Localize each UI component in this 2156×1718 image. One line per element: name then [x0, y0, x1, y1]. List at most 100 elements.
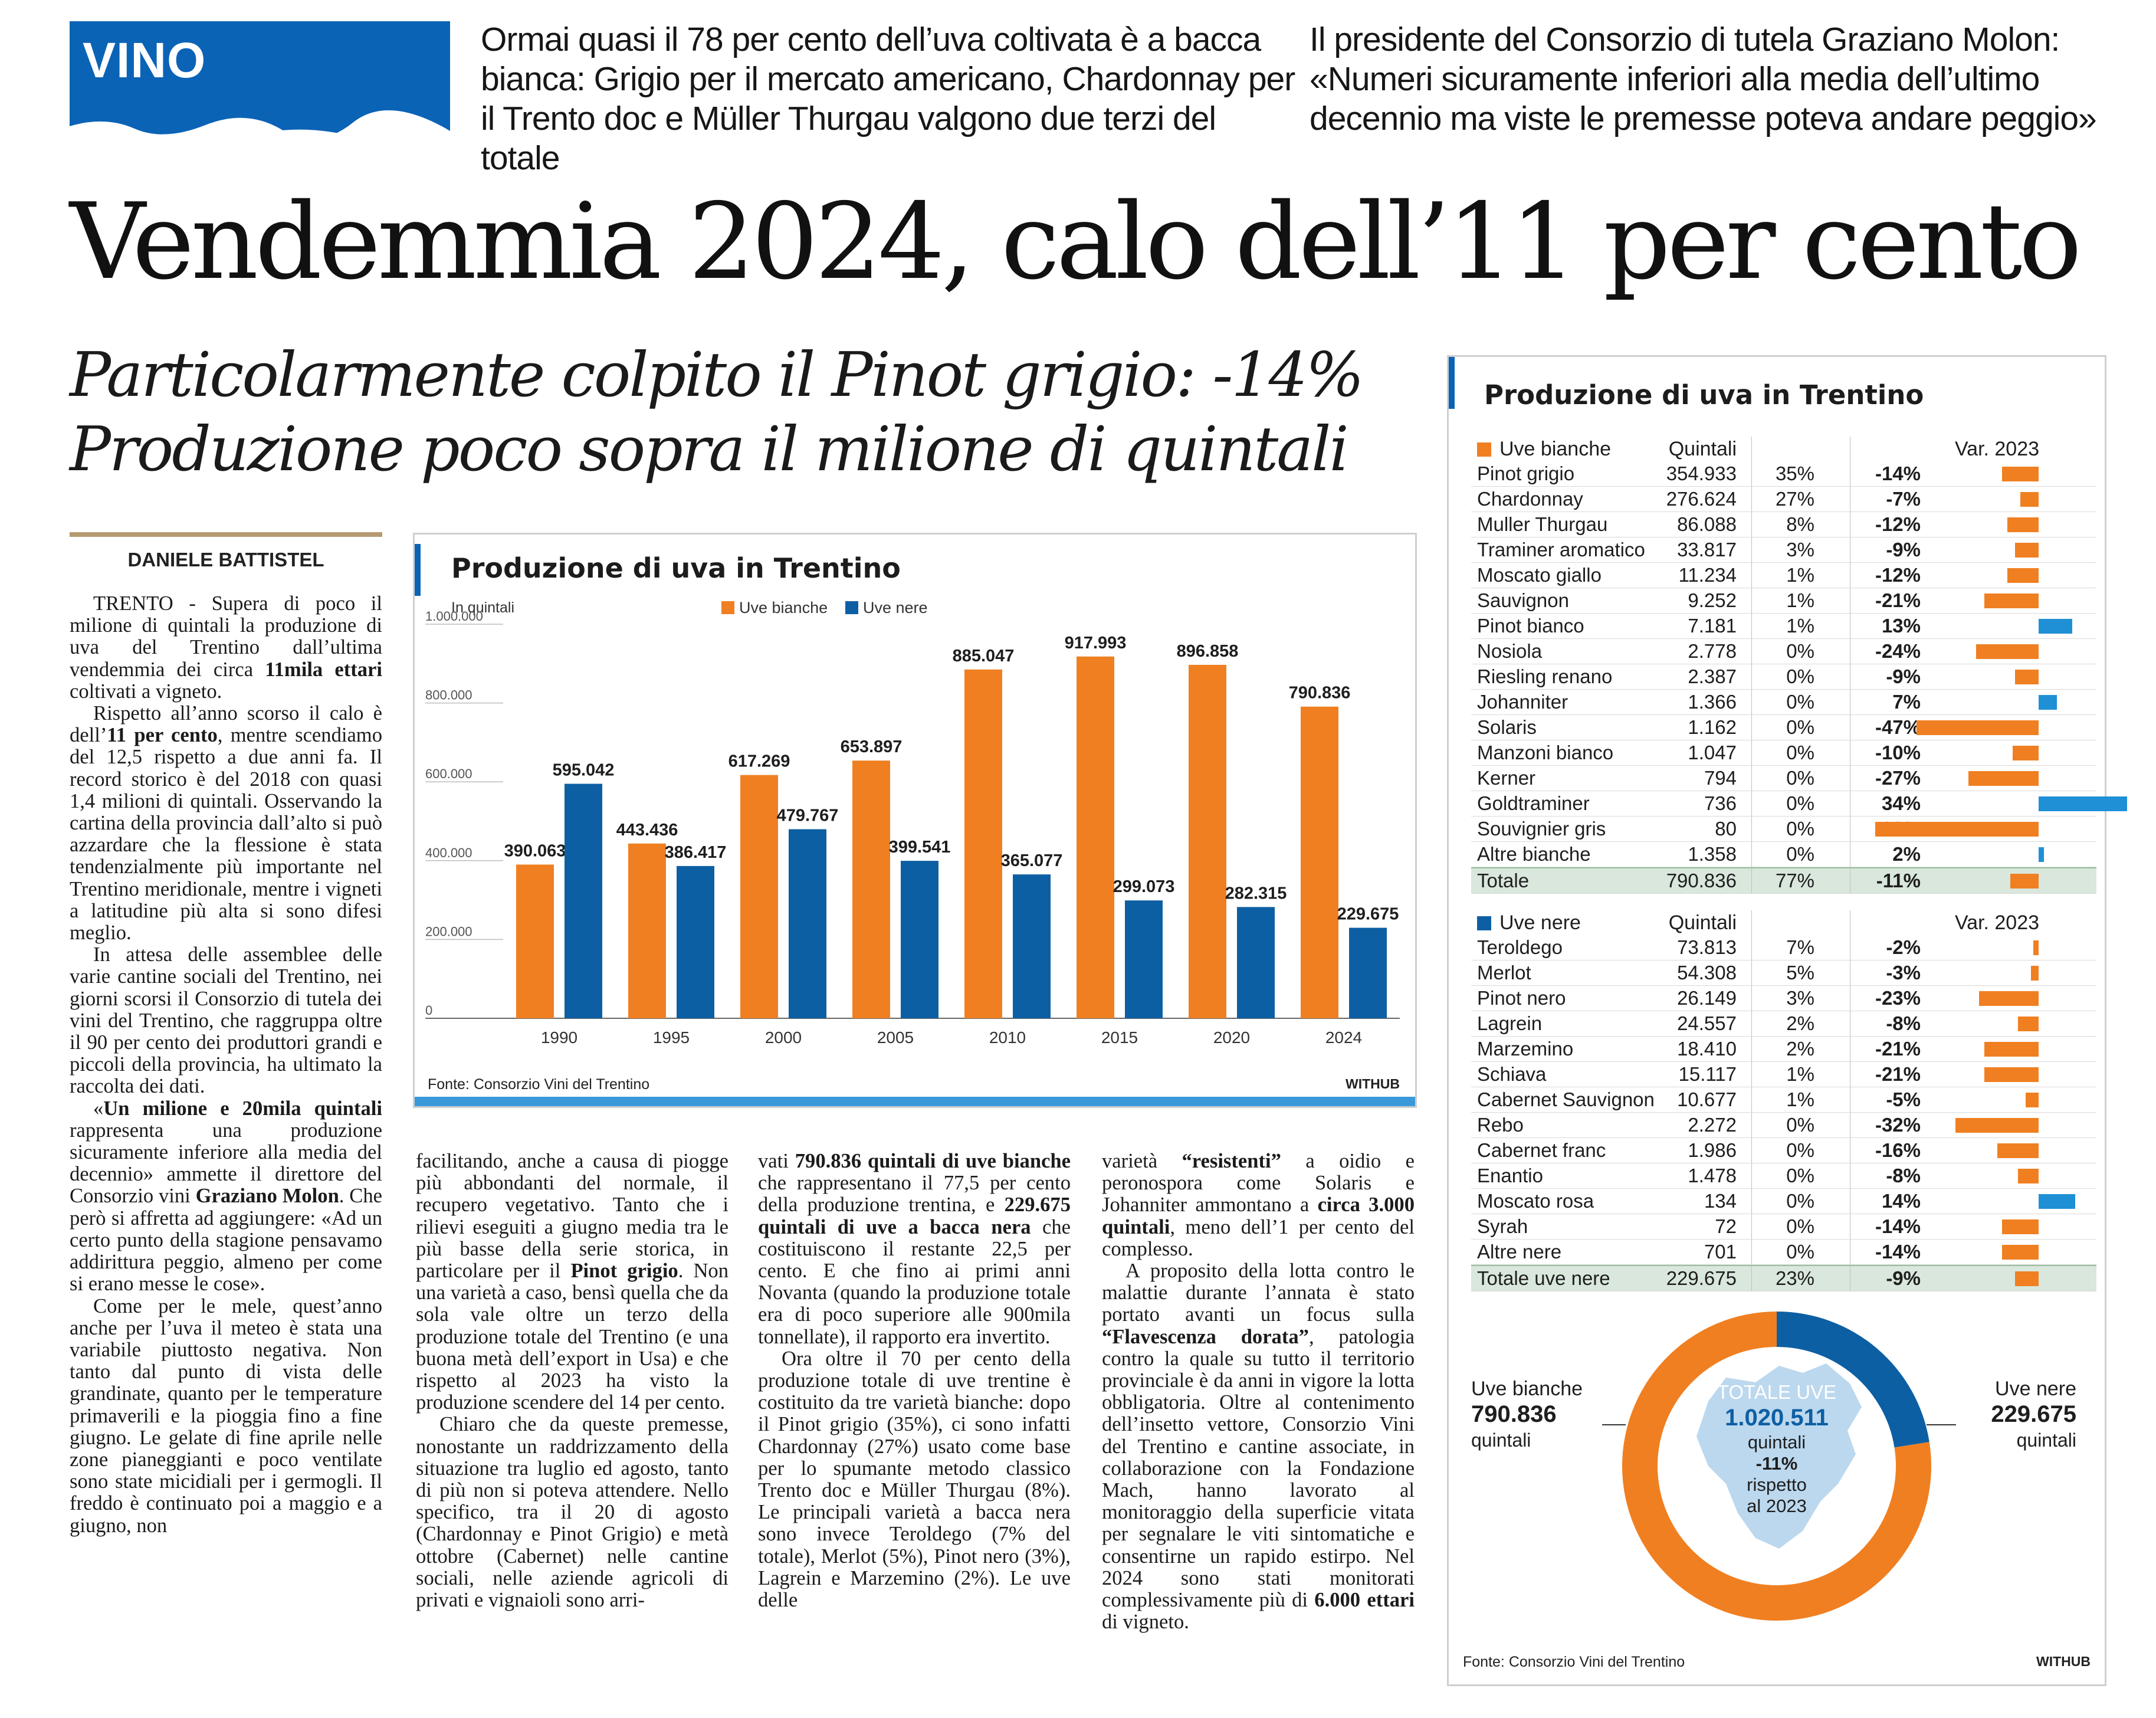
bar-value-label: 365.077	[1001, 851, 1063, 870]
variation-value: -14%	[1875, 1215, 1921, 1237]
table-row: Altre nere 701 0% -14%	[1471, 1240, 2096, 1265]
variety-name: Altre bianche	[1477, 843, 1591, 865]
article-paragraph: In attesa delle assemblee delle varie ca…	[70, 944, 382, 1097]
table-row: Riesling renano 2.387 0% -9%	[1471, 664, 2096, 690]
variety-name: Chardonnay	[1477, 488, 1583, 510]
y-tick-label: 400.000	[425, 845, 472, 860]
article-bold-text: Graziano Molon	[195, 1185, 339, 1208]
column-separator	[1751, 910, 1752, 935]
share-value: 0%	[1786, 792, 1814, 814]
column-separator	[1751, 437, 1752, 461]
chart-accent-bar	[415, 544, 421, 596]
bar-uve-bianche-2000	[740, 775, 778, 1018]
bar-uve-nere-1995	[677, 865, 714, 1018]
variety-name: Teroldego	[1477, 936, 1563, 958]
variation-value: 7%	[1892, 691, 1921, 713]
article-bold-text: “Flavescenza dorata”	[1102, 1325, 1309, 1348]
bar-uve-nere-2020	[1237, 907, 1275, 1018]
share-value: 1%	[1786, 1088, 1814, 1110]
share-value: 77%	[1775, 870, 1814, 891]
quintali-value: 15.117	[1678, 1063, 1737, 1085]
article-column-2: facilitando, anche a causa di piogge più…	[416, 1150, 728, 1611]
variation-bar	[2002, 1245, 2039, 1260]
chart-credit: WITHUB	[1346, 1076, 1400, 1091]
share-value: 0%	[1786, 665, 1814, 687]
variation-value: -24%	[1875, 640, 1921, 662]
article-text: coltivati a vigneto.	[70, 680, 222, 703]
variety-name: Schiava	[1477, 1063, 1547, 1085]
group-name: Uve nere	[1477, 910, 1581, 935]
table-row: Syrah 72 0% -14%	[1471, 1214, 2096, 1240]
column-separator	[1751, 766, 1752, 791]
variety-name: Kerner	[1477, 767, 1536, 789]
column-separator	[1751, 1062, 1752, 1087]
table-total-row: Totale uve nere 229.675 23% -9%	[1471, 1265, 2096, 1291]
bar-uve-nere-2000	[789, 829, 826, 1018]
variation-bar	[1917, 720, 2039, 735]
variation-value: 13%	[1881, 615, 1921, 637]
table-row: Moscato rosa 134 0% 14%	[1471, 1189, 2096, 1214]
variety-name: Manzoni bianco	[1477, 742, 1614, 763]
table-row: Pinot grigio 354.933 35% -14%	[1471, 461, 2096, 487]
variety-name: Totale uve nere	[1477, 1267, 1610, 1289]
article-column-3: vati 790.836 quintali di uve bianche che…	[758, 1150, 1071, 1611]
article-paragraph: Chiaro che da queste premesse, nonostant…	[416, 1414, 728, 1611]
donut-label-red-name: Uve nere	[1995, 1378, 2076, 1400]
variation-value: -23%	[1875, 987, 1921, 1009]
table-row: Goldtraminer 736 0% 34%	[1471, 791, 2127, 817]
article-paragraph: A proposito della lotta contro le malatt…	[1102, 1260, 1415, 1633]
bar-uve-bianche-2010	[964, 669, 1002, 1018]
byline: DANIELE BATTISTEL	[127, 549, 324, 571]
table-row: Chardonnay 276.624 27% -7%	[1471, 487, 2096, 512]
column-separator	[1751, 1037, 1752, 1061]
donut-center-title: TOTALE UVE	[1717, 1381, 1837, 1403]
article-text: A proposito della lotta contro le malatt…	[1102, 1260, 1415, 1326]
variety-name: Goldtraminer	[1477, 792, 1590, 814]
column-separator	[1751, 715, 1752, 740]
table-uve-bianche: Uve bianche Quintali Var. 2023 Pinot grigio…	[1471, 437, 2127, 894]
bar-uve-bianche-2024	[1301, 706, 1338, 1018]
article-text: che costituiscono il restante 22,5 per c…	[758, 1215, 1071, 1348]
article-paragraph: Come per le mele, quest’anno anche per l…	[70, 1294, 382, 1537]
panel-accent-bar	[1449, 357, 1455, 409]
x-tick-label-2010: 2010	[989, 1028, 1026, 1047]
quintali-value: 736	[1704, 792, 1737, 814]
article-text: Come per le mele, quest’anno anche per l…	[70, 1294, 382, 1537]
variation-bar	[1968, 771, 2039, 786]
variation-value: -8%	[1886, 1165, 1921, 1186]
variation-bar	[1976, 644, 2039, 659]
chart-source: Fonte: Consorzio Vini del Trentino	[428, 1076, 650, 1093]
bar-uve-bianche-2015	[1077, 656, 1114, 1018]
column-header-quintali: Quintali	[1668, 438, 1737, 460]
bar-uve-nere-2024	[1349, 927, 1387, 1018]
share-value: 0%	[1786, 1241, 1814, 1263]
quintali-value: 701	[1704, 1241, 1737, 1263]
bar-uve-nere-2005	[901, 861, 938, 1018]
variety-name: Totale	[1477, 870, 1530, 891]
donut-label-red-value: 229.675	[1991, 1401, 2076, 1427]
quintali-value: 73.813	[1677, 936, 1737, 958]
variation-value: -32%	[1875, 1114, 1921, 1136]
y-axis-label: In quintali	[451, 599, 514, 616]
table-row: Sauvignon 9.252 1% -21%	[1471, 588, 2096, 614]
x-tick-label-1995: 1995	[653, 1028, 690, 1047]
table-header: Uve bianche Quintali Var. 2023	[1471, 437, 2096, 461]
quintali-value: 10.677	[1677, 1088, 1737, 1110]
variety-name: Merlot	[1477, 962, 1531, 983]
article-text: facilitando, anche a causa di piogge più…	[416, 1150, 728, 1283]
variety-name: Cabernet franc	[1477, 1139, 1606, 1161]
donut-center-note-2: al 2023	[1747, 1496, 1807, 1516]
donut-label-red-unit: quintali	[2016, 1430, 2076, 1451]
trentino-map-icon	[1696, 1363, 1862, 1549]
article-text: , meno dell’1 per cento del complesso.	[1102, 1215, 1415, 1260]
x-tick-label-2020: 2020	[1213, 1028, 1250, 1047]
bar-uve-nere-1990	[565, 783, 602, 1018]
article-bold-text: circa 3.000 quintali	[1102, 1194, 1415, 1238]
bar-value-label: 896.858	[1177, 642, 1239, 661]
group-name-text: Uve nere	[1499, 912, 1581, 934]
quintali-value: 354.933	[1666, 463, 1737, 484]
variation-bar	[2002, 467, 2039, 481]
table-row: Cabernet Sauvignon 10.677 1% -5%	[1471, 1087, 2096, 1113]
column-separator	[1751, 664, 1752, 689]
